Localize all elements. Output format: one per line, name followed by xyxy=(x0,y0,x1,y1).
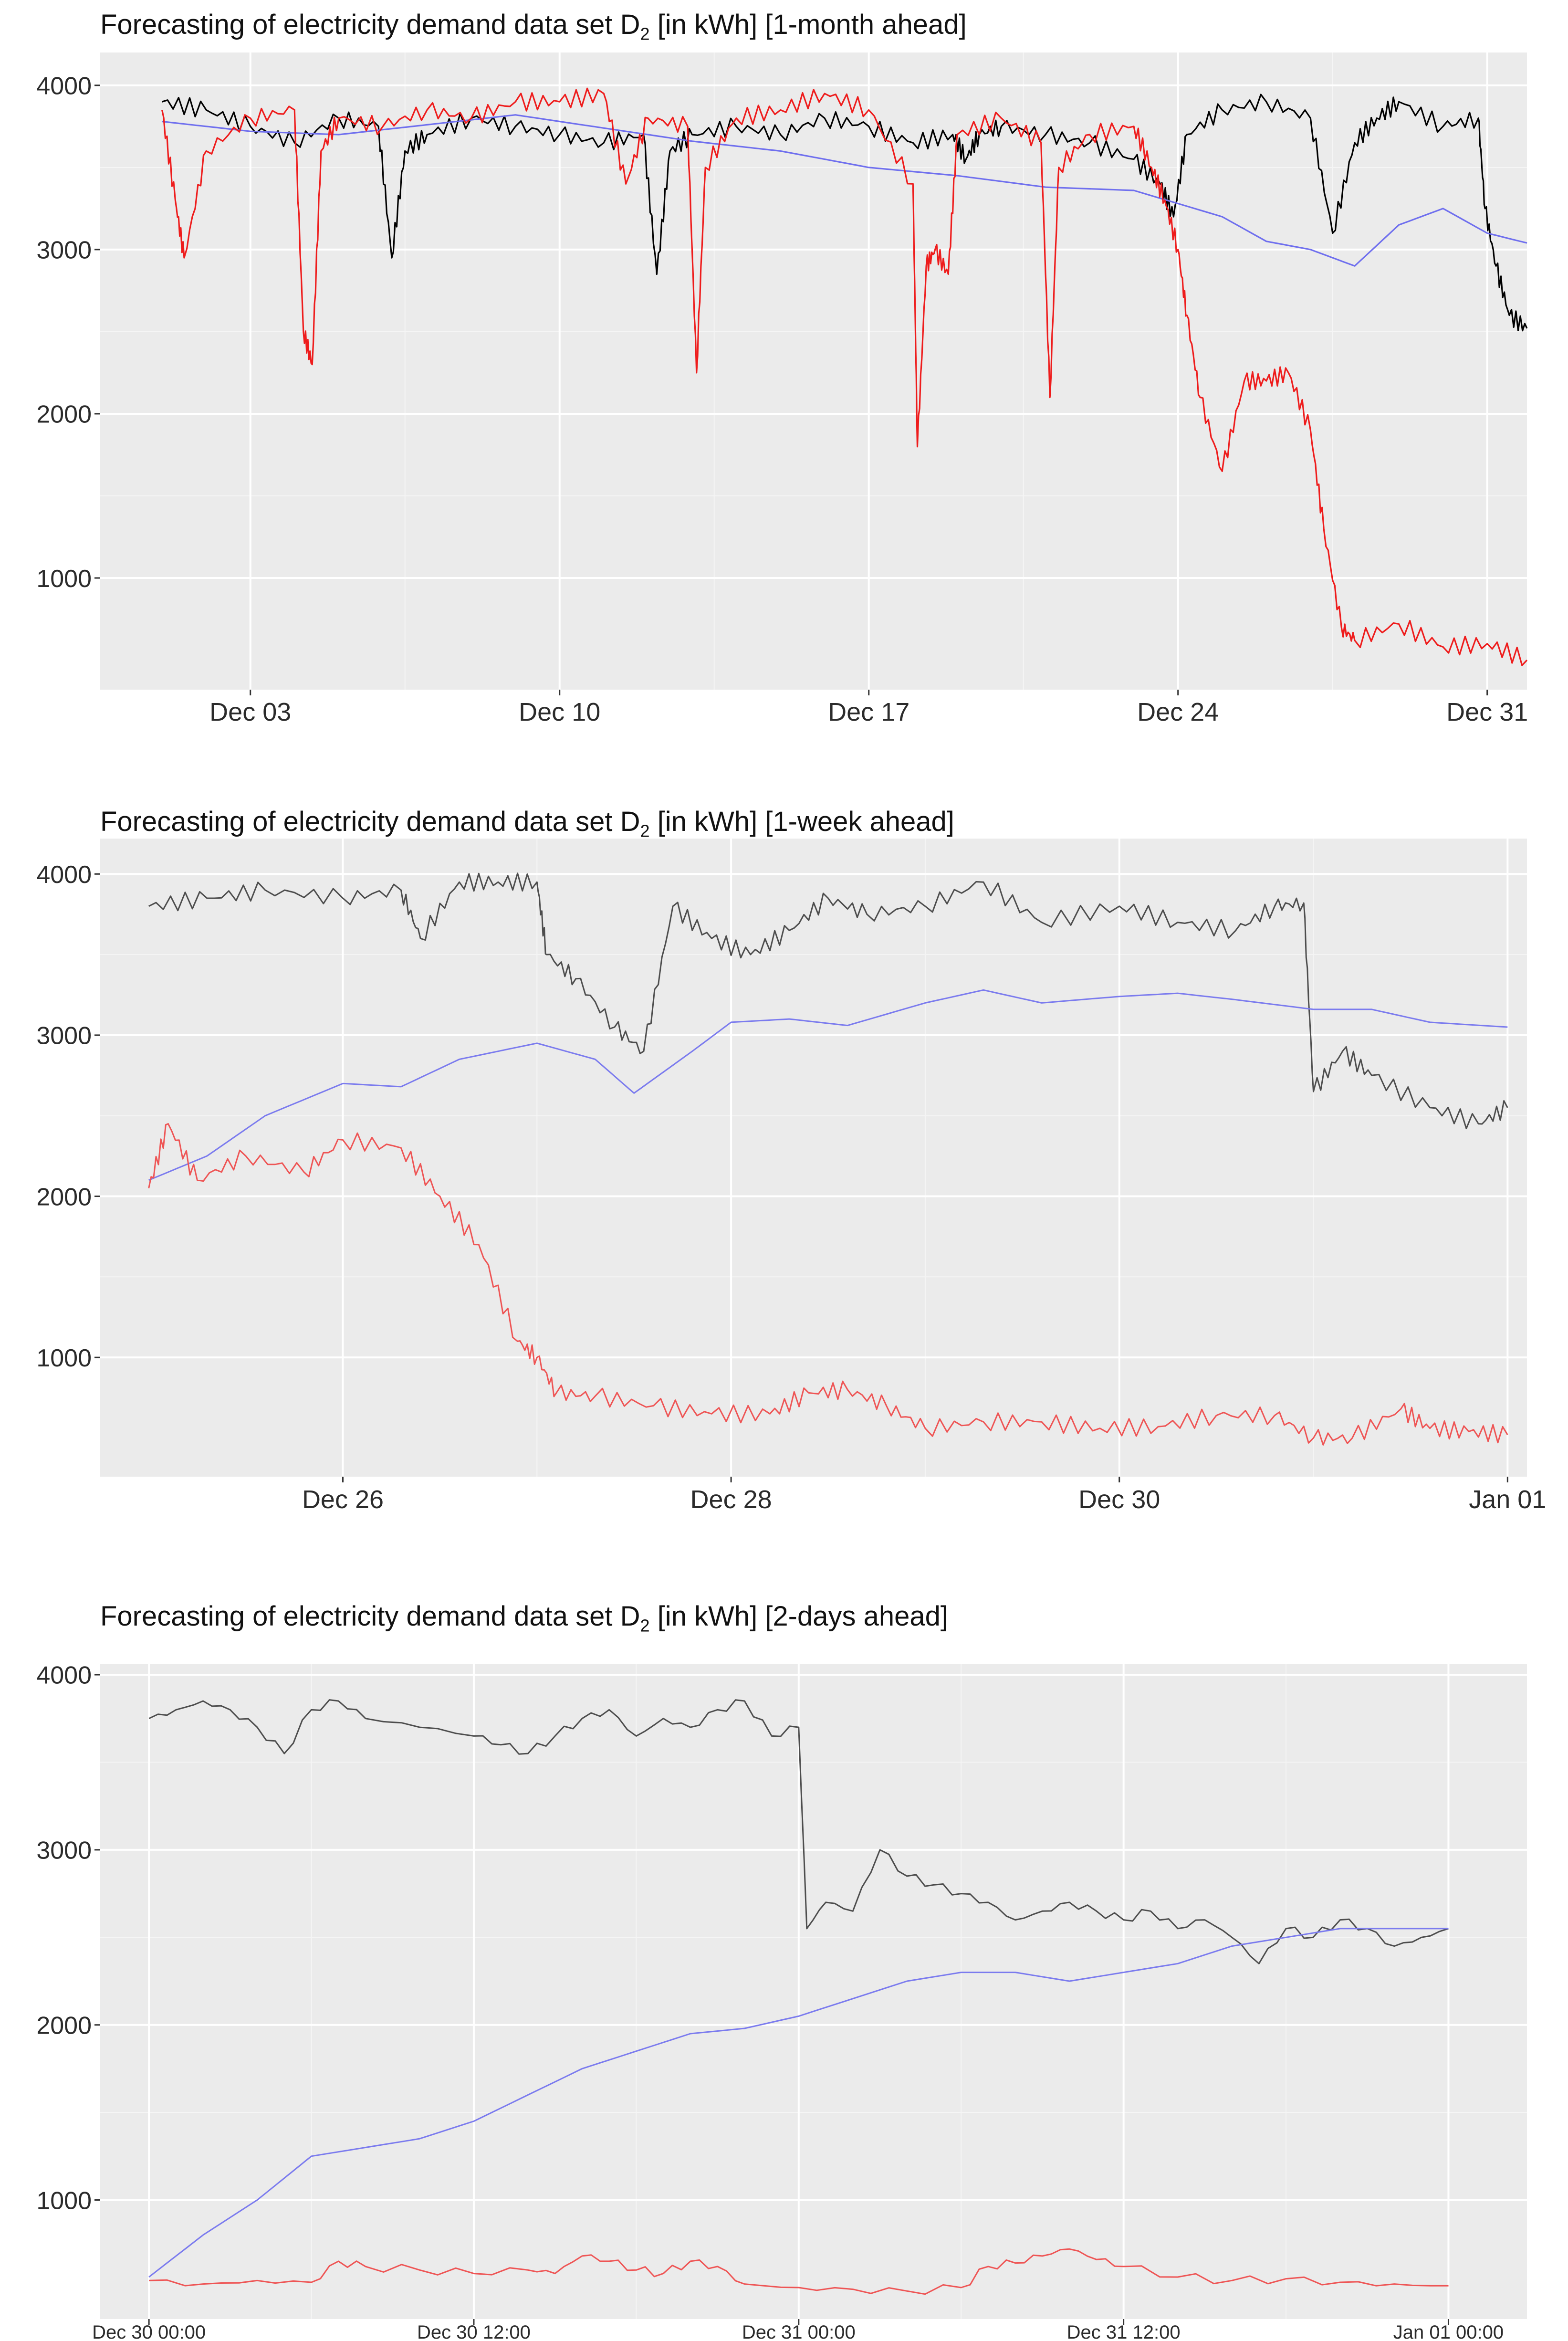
x-tick-label: Jan 01 00:00 xyxy=(1393,2322,1504,2341)
chart-2-days-ahead: 1000 2000 3000 4000 Dec 30 00:00 Dec 30 12:00… xyxy=(36,1662,1527,2341)
series-line-benchmark xyxy=(149,2248,1449,2295)
y-tick-label: 2000 xyxy=(36,1183,92,1211)
y-tick-label: 4000 xyxy=(36,861,92,889)
chart-1-month-ahead: 1000 2000 3000 4000 Dec 03 Dec 10 Dec 17 Dec 24… xyxy=(36,52,1528,726)
y-tick-label: 3000 xyxy=(36,1022,92,1050)
y-tick-label: 1000 xyxy=(36,1344,92,1372)
x-tick-label: Dec 26 xyxy=(302,1485,384,1514)
y-tick-label: 4000 xyxy=(36,1662,92,1690)
y-tick-label: 4000 xyxy=(36,73,92,100)
x-tick-label: Dec 31 12:00 xyxy=(1067,2322,1181,2341)
series-line-benchmark xyxy=(161,87,1528,666)
series-line-actual xyxy=(148,872,1508,1130)
x-tick-label: Dec 10 xyxy=(519,698,600,726)
chart-title-1-month: Forecasting of electricity demand data s… xyxy=(100,9,967,44)
y-tick-label: 2000 xyxy=(36,2012,92,2039)
series-line-forecast xyxy=(148,989,1508,1181)
x-tick-label: Dec 17 xyxy=(828,698,909,726)
x-tick-label: Dec 03 xyxy=(209,698,291,726)
series-line-actual xyxy=(148,1699,1449,1964)
plot-panel xyxy=(100,52,1527,690)
x-tick-label: Dec 30 12:00 xyxy=(417,2322,531,2341)
x-tick-label: Dec 28 xyxy=(690,1485,772,1514)
chart-title-2-days: Forecasting of electricity demand data s… xyxy=(100,1601,949,1636)
x-tick-label: Dec 30 xyxy=(1078,1485,1160,1514)
series-line-forecast xyxy=(162,114,1527,267)
x-tick-label: Dec 30 00:00 xyxy=(92,2322,206,2341)
y-tick-label: 3000 xyxy=(36,1837,92,1865)
x-tick-label: Jan 01 xyxy=(1469,1485,1546,1514)
x-tick-label: Dec 24 xyxy=(1137,698,1219,726)
x-tick-label: Dec 31 xyxy=(1446,698,1528,726)
series-line-actual xyxy=(162,94,1528,332)
y-tick-label: 3000 xyxy=(36,237,92,264)
plot-panel xyxy=(100,1664,1527,2319)
chart-title-1-week: Forecasting of electricity demand data s… xyxy=(100,806,954,841)
y-tick-label: 2000 xyxy=(36,401,92,429)
plot-panel xyxy=(100,839,1527,1477)
y-tick-label: 1000 xyxy=(36,2187,92,2215)
series-line-benchmark xyxy=(148,1123,1508,1446)
x-tick-label: Dec 31 00:00 xyxy=(742,2322,856,2341)
series-line-forecast xyxy=(148,1928,1449,2278)
chart-1-week-ahead: 1000 2000 3000 4000 Dec 26 Dec 28 Dec 30 Jan 01 xyxy=(36,839,1546,1514)
y-tick-label: 1000 xyxy=(36,565,92,593)
